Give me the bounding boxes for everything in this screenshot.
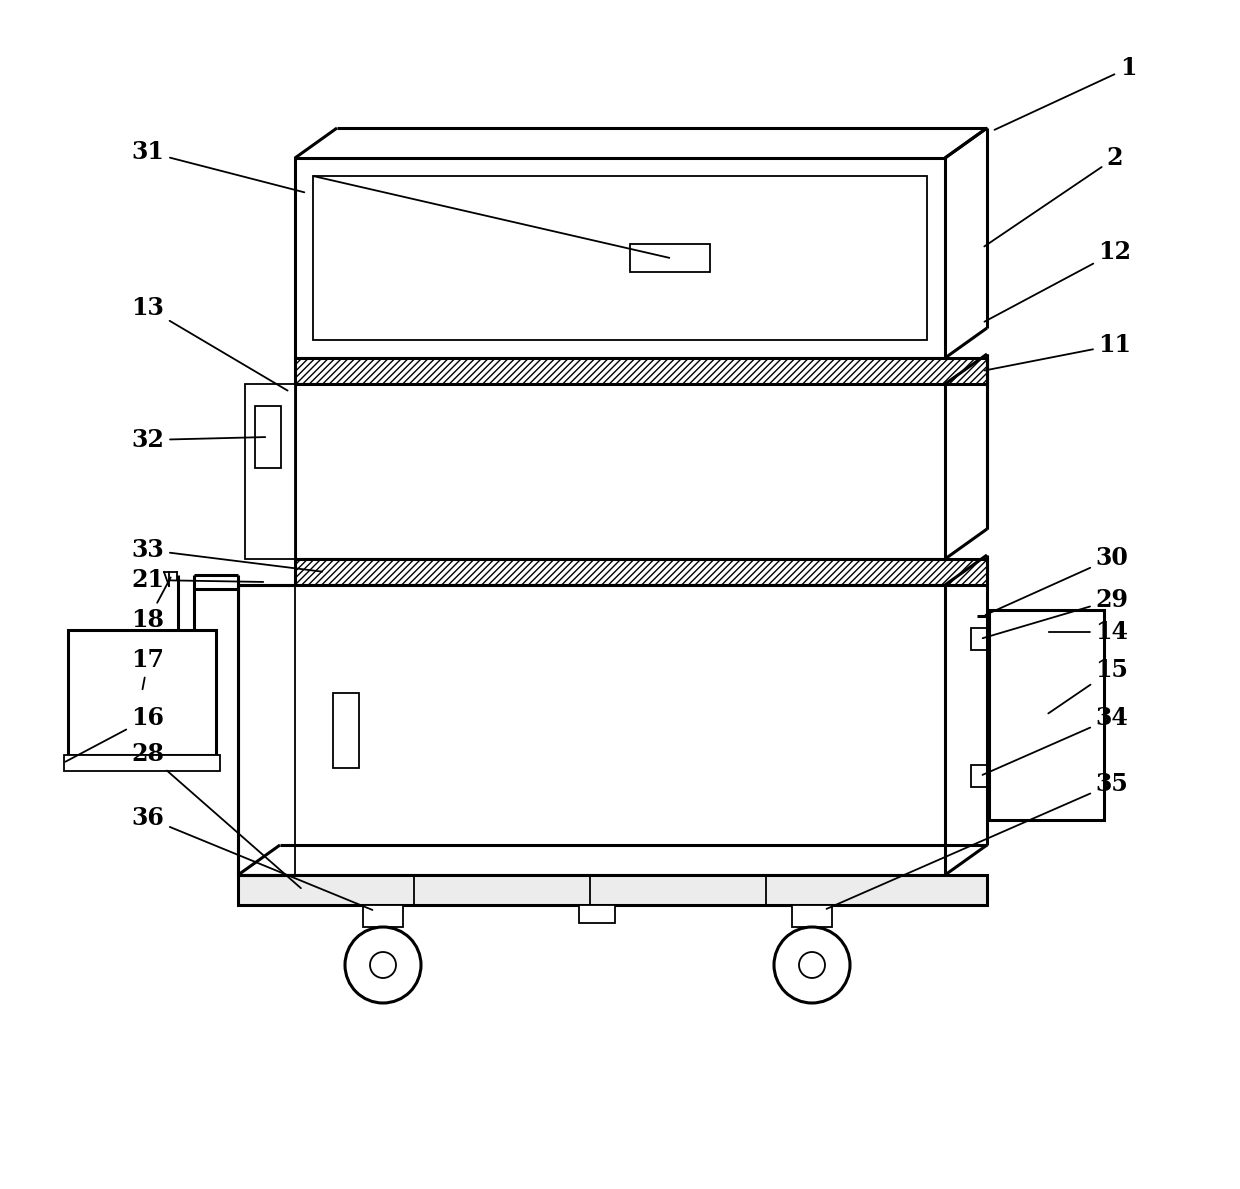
Text: 31: 31 — [131, 140, 304, 193]
Bar — [295, 384, 945, 559]
Bar — [246, 384, 295, 559]
Text: 21: 21 — [131, 568, 263, 592]
Bar — [295, 358, 987, 384]
Text: 36: 36 — [131, 806, 372, 910]
Text: 15: 15 — [1048, 658, 1128, 713]
Bar — [334, 693, 360, 768]
Circle shape — [799, 952, 825, 979]
Bar — [792, 905, 832, 927]
Bar — [64, 755, 219, 770]
Circle shape — [345, 927, 422, 1004]
Circle shape — [370, 952, 396, 979]
Bar — [363, 905, 403, 927]
Bar — [238, 875, 987, 905]
Text: 18: 18 — [131, 578, 171, 633]
Bar — [68, 630, 216, 755]
Text: 17: 17 — [131, 648, 165, 690]
Bar — [971, 628, 990, 650]
Bar — [295, 158, 945, 358]
Bar — [971, 765, 990, 787]
Text: 32: 32 — [131, 428, 265, 452]
Text: 1: 1 — [994, 56, 1136, 130]
Bar — [312, 176, 928, 340]
Text: 30: 30 — [986, 546, 1128, 615]
Bar — [579, 905, 615, 923]
Bar — [295, 559, 987, 585]
Text: 13: 13 — [131, 296, 288, 390]
Bar — [255, 405, 281, 468]
Circle shape — [774, 927, 849, 1004]
Text: 16: 16 — [66, 706, 165, 762]
Text: 14: 14 — [1049, 619, 1128, 644]
Text: 34: 34 — [982, 706, 1128, 775]
Text: 2: 2 — [985, 146, 1123, 246]
Text: 28: 28 — [131, 742, 301, 888]
Text: 33: 33 — [131, 537, 322, 572]
Text: 11: 11 — [985, 333, 1131, 371]
Bar — [238, 585, 945, 875]
Bar — [990, 610, 1104, 820]
Text: 29: 29 — [982, 589, 1128, 638]
Text: 35: 35 — [827, 772, 1128, 908]
Bar — [630, 244, 711, 272]
Text: 12: 12 — [985, 240, 1131, 322]
